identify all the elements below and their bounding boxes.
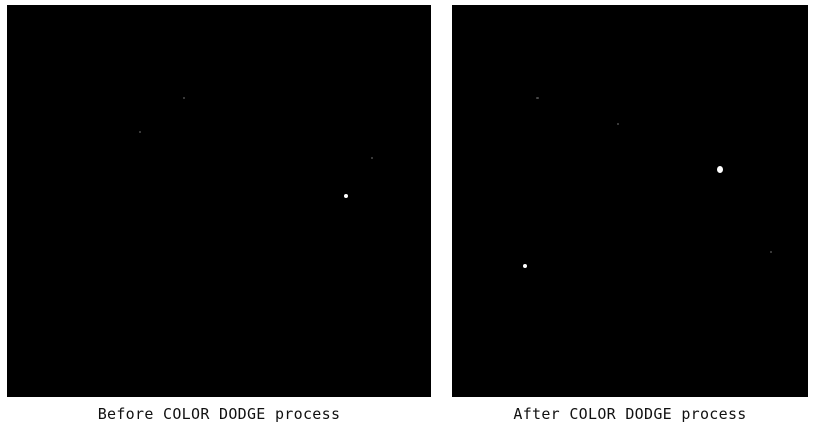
faint-spot — [536, 97, 539, 99]
bright-spot — [344, 194, 348, 198]
faint-spot — [139, 131, 141, 133]
bright-spot — [523, 264, 527, 268]
faint-spot — [183, 97, 185, 99]
before-image — [7, 5, 431, 397]
faint-spot — [617, 123, 619, 125]
faint-spot — [770, 251, 772, 253]
after-caption: After COLOR DODGE process — [513, 405, 747, 423]
bright-spot — [717, 166, 723, 173]
before-caption: Before COLOR DODGE process — [97, 405, 341, 423]
faint-spot — [371, 157, 373, 159]
after-image — [452, 5, 808, 397]
